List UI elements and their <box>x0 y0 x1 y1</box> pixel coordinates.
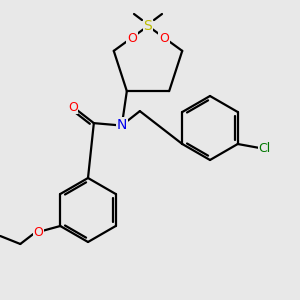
Text: Cl: Cl <box>259 142 271 154</box>
Text: O: O <box>68 100 78 114</box>
Text: O: O <box>127 32 137 44</box>
Text: O: O <box>33 226 43 239</box>
Text: O: O <box>159 32 169 44</box>
Text: N: N <box>117 118 127 132</box>
Text: S: S <box>144 19 152 33</box>
